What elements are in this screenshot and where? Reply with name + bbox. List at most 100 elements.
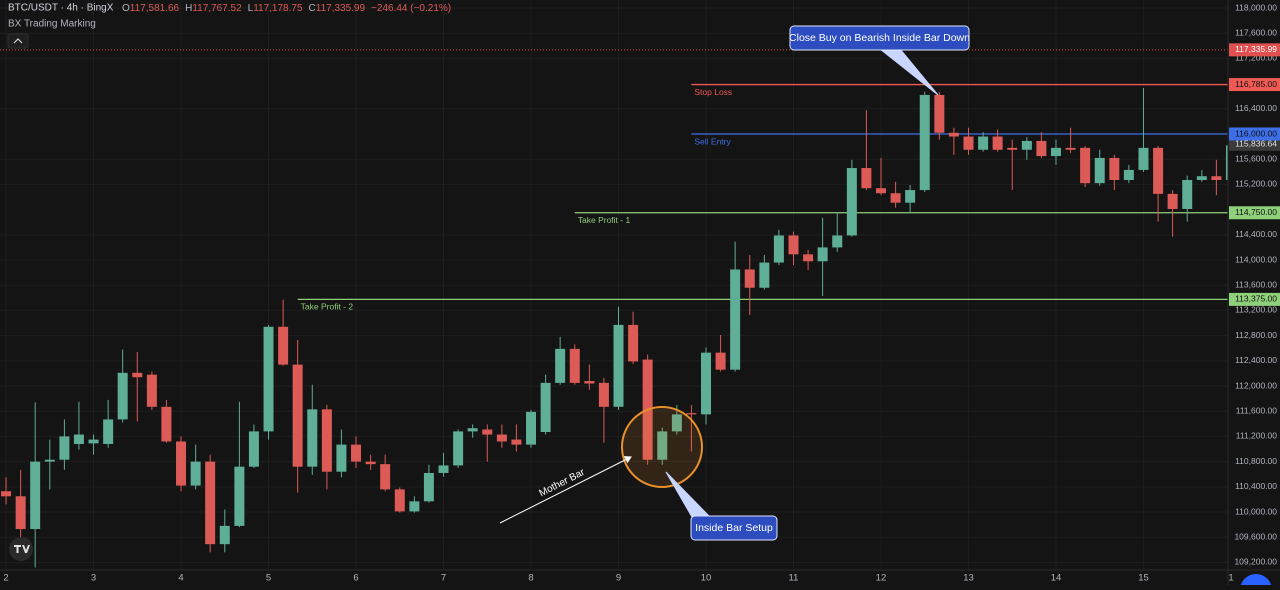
candle-body — [263, 326, 274, 432]
price-label-box — [1229, 127, 1280, 141]
candle-body — [759, 262, 770, 288]
header: BTC/USDT · 4h · BingX O117,581.66 H117,76… — [7, 3, 451, 49]
price-label: 113,375.00 — [1235, 294, 1277, 304]
level-name: Take Profit - 2 — [301, 302, 354, 312]
candle-body — [511, 439, 522, 445]
candle-body — [438, 465, 449, 473]
candle-body — [934, 94, 945, 133]
y-tick-label: 116,400.00 — [1235, 103, 1277, 113]
callout-text: Inside Bar Setup — [695, 522, 773, 534]
candle-body — [88, 439, 99, 444]
candle-body — [146, 374, 157, 407]
candle-body — [613, 324, 624, 407]
indicator-name: BX Trading Marking — [8, 19, 96, 30]
x-tick-label: 5 — [266, 573, 271, 584]
change: −246.44 (−0.21%) — [371, 3, 451, 14]
y-tick-label: 115,200.00 — [1235, 179, 1277, 189]
candle-body — [482, 429, 493, 435]
candle-body — [992, 136, 1003, 150]
ohlc-value: 117,178.75 — [253, 3, 303, 14]
ohlc-key: O — [122, 3, 130, 14]
callout-text: Close Buy on Bearish Inside Bar Down — [789, 32, 970, 44]
collapse-icon — [13, 38, 23, 44]
candle-body — [628, 324, 639, 362]
y-tick-label: 110,000.00 — [1235, 506, 1277, 516]
candle-body — [292, 364, 303, 467]
y-tick-label: 112,400.00 — [1235, 355, 1277, 365]
ohlc-key: C — [309, 3, 316, 14]
y-tick-label: 109,600.00 — [1234, 531, 1277, 541]
candle-body — [1225, 145, 1228, 181]
candle-body — [453, 431, 464, 466]
candle-body — [1080, 147, 1091, 184]
candle-body — [540, 382, 551, 433]
candle-body — [278, 326, 289, 365]
candle-body — [526, 411, 537, 445]
candle-body — [234, 466, 245, 526]
x-tick-label: 9 — [616, 573, 621, 584]
candle-body — [1138, 147, 1149, 170]
y-tick-label: 115,600.00 — [1235, 153, 1277, 163]
y-tick-label: 113,200.00 — [1235, 305, 1277, 315]
candle-body — [190, 461, 201, 486]
candle-body — [423, 472, 434, 502]
candle-body — [73, 434, 84, 444]
y-tick-label: 112,800.00 — [1235, 330, 1277, 340]
candle-body — [715, 352, 726, 370]
ohlc-key: H — [185, 3, 192, 14]
ohlc-value: 117,581.66 — [130, 3, 180, 14]
candle-body — [744, 269, 755, 288]
candle-body — [919, 94, 930, 191]
callout-box — [789, 25, 970, 51]
candle-body — [832, 235, 843, 248]
price-label-box — [1229, 43, 1280, 57]
x-tick-label: 2 — [3, 573, 8, 584]
candle-body — [132, 372, 143, 378]
candle-body — [219, 525, 230, 545]
candle-body — [1050, 147, 1061, 157]
x-tick-label: 6 — [353, 573, 358, 584]
y-tick-label: 111,600.00 — [1236, 405, 1278, 415]
ohlc-legend: O117,581.66 H117,767.52 L117,178.75 C117,33… — [122, 3, 451, 14]
candle-body — [59, 436, 70, 460]
candle-body — [351, 444, 362, 462]
overlay: Mother Bar Close Buy on Bearish Inside B… — [499, 25, 970, 541]
level-name: Stop Loss — [694, 87, 732, 97]
ohlc-key: L — [248, 3, 254, 14]
candle-body — [1211, 176, 1222, 181]
candle-body — [205, 461, 216, 545]
candle-body — [365, 461, 376, 465]
candle-body — [817, 247, 828, 262]
candle-body — [569, 348, 580, 383]
x-tick-label: 8 — [528, 573, 533, 584]
candle-body — [584, 380, 595, 384]
tradingview-logo — [9, 537, 33, 561]
ohlc-value: 117,767.52 — [192, 3, 242, 14]
candle-body — [336, 444, 347, 472]
price-label: 116,785.00 — [1235, 79, 1277, 89]
candle-body — [1153, 147, 1164, 194]
y-tick-label: 110,400.00 — [1235, 481, 1277, 491]
candle-body — [44, 459, 55, 462]
inside-bar-circle — [621, 406, 703, 488]
symbol-title: BTC/USDT · 4h · BingX — [8, 3, 114, 14]
candle-body — [103, 419, 114, 444]
x-tick-label: 3 — [91, 573, 96, 584]
logo-circle — [9, 537, 33, 561]
x-tick-label: 13 — [963, 573, 974, 584]
price-label: 116,000.00 — [1235, 128, 1277, 138]
y-tick-label: 114,400.00 — [1235, 229, 1277, 239]
collapse-button[interactable] — [7, 33, 29, 49]
x-tick-label: 12 — [876, 573, 887, 584]
candle-body — [1, 491, 12, 497]
y-tick-label: 109,200.00 — [1234, 557, 1277, 567]
price-label-box — [1229, 137, 1280, 151]
candle-body — [686, 413, 697, 415]
y-tick-label: 113,600.00 — [1235, 279, 1277, 289]
candle-body — [409, 501, 420, 512]
candle-body — [1182, 180, 1193, 209]
candle-body — [1196, 176, 1207, 181]
